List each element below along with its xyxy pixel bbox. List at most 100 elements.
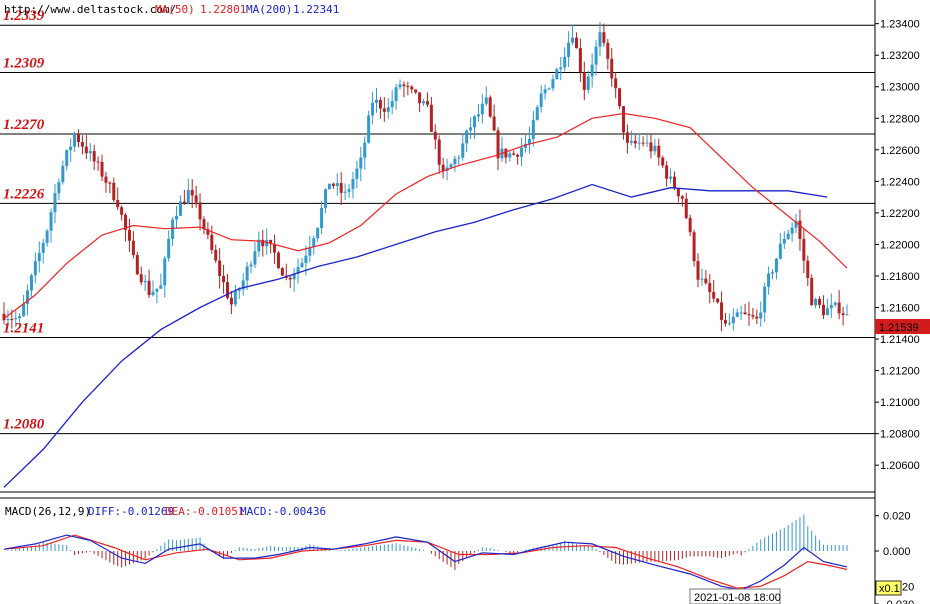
candle-body	[798, 220, 802, 239]
candle-body	[163, 258, 167, 286]
candle-body	[167, 238, 171, 259]
candle-body	[88, 151, 92, 154]
candle-body	[763, 286, 767, 313]
candle-body	[747, 314, 751, 316]
candle-body	[300, 263, 304, 268]
candle-body	[151, 291, 155, 296]
candle-body	[449, 164, 453, 168]
candle-body	[555, 69, 559, 80]
candle-body	[245, 266, 249, 281]
candle-body	[778, 243, 782, 259]
candle-body	[382, 108, 386, 112]
candle-body	[649, 142, 653, 152]
candle-body	[253, 251, 257, 265]
candle-body	[147, 280, 151, 296]
candle-body	[567, 42, 571, 57]
candle-body	[41, 242, 45, 253]
candle-body	[543, 89, 547, 94]
candle-body	[33, 261, 37, 276]
candle-body	[327, 183, 331, 190]
candle-body	[786, 233, 790, 239]
candle-body	[802, 238, 806, 261]
candle-body	[386, 107, 390, 112]
candle-body	[680, 196, 684, 199]
macd-tick-label: 0.020	[883, 511, 911, 523]
price-tick-label: 1.22000	[880, 239, 920, 251]
candle-body	[206, 229, 210, 235]
candle-body	[527, 138, 531, 144]
candle-body	[343, 191, 347, 193]
candle-body	[351, 179, 355, 190]
candle-body	[712, 292, 716, 299]
candle-body	[480, 103, 484, 115]
candle-body	[743, 312, 747, 315]
candle-body	[112, 182, 116, 201]
candle-body	[688, 218, 692, 233]
candle-body	[539, 93, 543, 108]
candle-body	[845, 314, 849, 316]
candle-body	[194, 195, 198, 203]
ma50-label: MA(50)	[155, 3, 195, 16]
candle-body	[841, 313, 845, 316]
price-tick-label: 1.21400	[880, 334, 920, 346]
ma200-value: 1.22341	[293, 3, 339, 16]
candle-body	[665, 165, 669, 179]
candle-body	[127, 229, 131, 241]
candle-body	[398, 84, 402, 88]
candle-body	[29, 275, 33, 291]
zoom-button[interactable]	[875, 580, 902, 596]
candle-body	[825, 308, 829, 316]
candle-body	[473, 116, 477, 128]
candle-body	[22, 303, 26, 317]
candle-body	[214, 249, 218, 261]
candle-body	[233, 290, 237, 305]
last-price-value: 1.21539	[879, 322, 919, 334]
candle-body	[37, 252, 41, 262]
candle-body	[131, 240, 135, 256]
price-tick-label: 1.20600	[880, 460, 920, 472]
candle-body	[610, 58, 614, 79]
candle-body	[202, 219, 206, 230]
candle-body	[100, 162, 104, 177]
candle-body	[425, 101, 429, 105]
candle-body	[406, 86, 410, 88]
candle-body	[818, 298, 822, 305]
candle-body	[523, 143, 527, 148]
candle-body	[457, 157, 461, 159]
last-price-badge	[875, 319, 930, 334]
candle-body	[61, 165, 65, 183]
candle-body	[578, 48, 582, 73]
candle-body	[6, 319, 10, 321]
candle-body	[76, 133, 80, 143]
candle-body	[641, 142, 645, 144]
price-tick-label: 1.22600	[880, 145, 920, 157]
candle-body	[520, 147, 524, 157]
candle-body	[308, 247, 312, 256]
candle-body	[65, 150, 69, 166]
candle-body	[469, 127, 473, 131]
crosshair-time-label: 2021-01-08 18:00	[694, 592, 781, 604]
candle-body	[139, 274, 143, 283]
candle-body	[92, 151, 96, 162]
candle-body	[708, 283, 712, 293]
candle-body	[739, 312, 743, 314]
candles-group	[2, 21, 849, 332]
candle-body	[598, 32, 602, 47]
candle-body	[810, 278, 814, 306]
candle-body	[794, 220, 798, 228]
candle-body	[296, 267, 300, 274]
macd-macd-value: MACD:-0.00436	[240, 505, 326, 518]
candle-body	[759, 312, 763, 319]
candle-body	[222, 275, 226, 283]
candle-body	[104, 176, 108, 183]
candle-body	[590, 64, 594, 77]
candle-body	[331, 183, 335, 186]
candle-body	[751, 315, 755, 317]
candle-body	[186, 190, 190, 204]
candle-body	[273, 243, 277, 253]
candle-body	[429, 104, 433, 132]
candle-body	[531, 119, 535, 139]
candle-body	[347, 189, 351, 192]
candle-body	[225, 282, 229, 298]
